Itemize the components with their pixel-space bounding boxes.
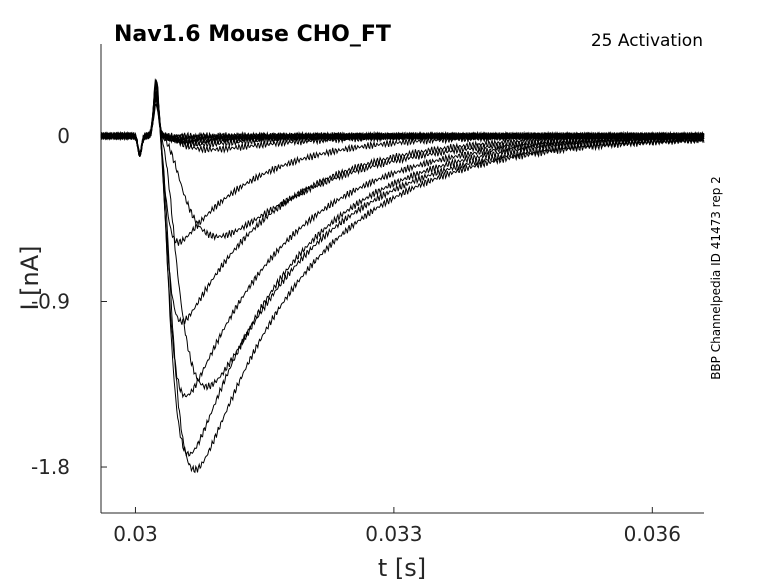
channelpedia-id-label: BBP Channelpedia ID 41473 rep 2 <box>709 176 723 380</box>
x-axis-label: t [s] <box>378 554 426 582</box>
current-trace <box>100 81 705 399</box>
x-tick-label: 0.03 <box>113 522 158 546</box>
y-axis-label: I [nA] <box>16 245 44 310</box>
current-trace <box>100 82 705 391</box>
x-tick-label: 0.036 <box>624 522 681 546</box>
y-tick-label: 0 <box>57 124 70 148</box>
axis-ticks: 0 -0.9 -1.8 0.03 0.033 0.036 <box>31 124 681 546</box>
current-trace <box>100 90 705 156</box>
y-tick-label: -0.9 <box>31 289 70 313</box>
current-trace <box>100 90 705 246</box>
current-trace <box>100 85 705 325</box>
current-traces <box>100 78 705 474</box>
y-tick-label: -1.8 <box>31 455 70 479</box>
current-trace <box>100 85 705 242</box>
protocol-annotation: 25 Activation <box>591 31 703 51</box>
x-tick-label: 0.033 <box>365 522 422 546</box>
current-trace <box>100 78 705 474</box>
chart-title: Nav1.6 Mouse CHO_FT <box>114 22 391 47</box>
current-trace <box>100 102 705 157</box>
